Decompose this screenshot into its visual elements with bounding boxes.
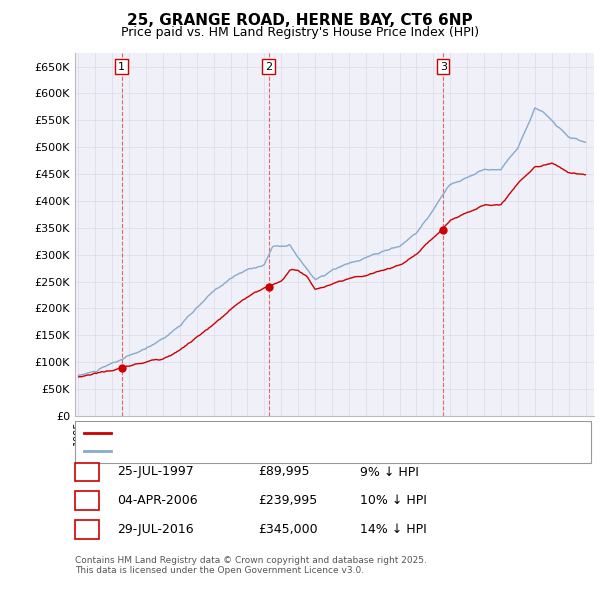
Text: 9% ↓ HPI: 9% ↓ HPI bbox=[360, 466, 419, 478]
Text: Contains HM Land Registry data © Crown copyright and database right 2025.
This d: Contains HM Land Registry data © Crown c… bbox=[75, 556, 427, 575]
Text: Price paid vs. HM Land Registry's House Price Index (HPI): Price paid vs. HM Land Registry's House … bbox=[121, 26, 479, 39]
Text: 25, GRANGE ROAD, HERNE BAY, CT6 6NP (detached house): 25, GRANGE ROAD, HERNE BAY, CT6 6NP (det… bbox=[116, 428, 446, 438]
Text: £89,995: £89,995 bbox=[258, 466, 310, 478]
Text: 2: 2 bbox=[83, 494, 91, 507]
Text: 29-JUL-2016: 29-JUL-2016 bbox=[117, 523, 194, 536]
Text: 1: 1 bbox=[83, 466, 91, 478]
Text: 25-JUL-1997: 25-JUL-1997 bbox=[117, 466, 194, 478]
Text: 3: 3 bbox=[83, 523, 91, 536]
Text: 3: 3 bbox=[440, 61, 447, 71]
Text: HPI: Average price, detached house, Canterbury: HPI: Average price, detached house, Cant… bbox=[116, 446, 385, 456]
Text: 25, GRANGE ROAD, HERNE BAY, CT6 6NP: 25, GRANGE ROAD, HERNE BAY, CT6 6NP bbox=[127, 13, 473, 28]
Text: £239,995: £239,995 bbox=[258, 494, 317, 507]
Text: 1: 1 bbox=[118, 61, 125, 71]
Text: 04-APR-2006: 04-APR-2006 bbox=[117, 494, 197, 507]
Text: 14% ↓ HPI: 14% ↓ HPI bbox=[360, 523, 427, 536]
Text: £345,000: £345,000 bbox=[258, 523, 317, 536]
Text: 2: 2 bbox=[265, 61, 272, 71]
Text: 10% ↓ HPI: 10% ↓ HPI bbox=[360, 494, 427, 507]
